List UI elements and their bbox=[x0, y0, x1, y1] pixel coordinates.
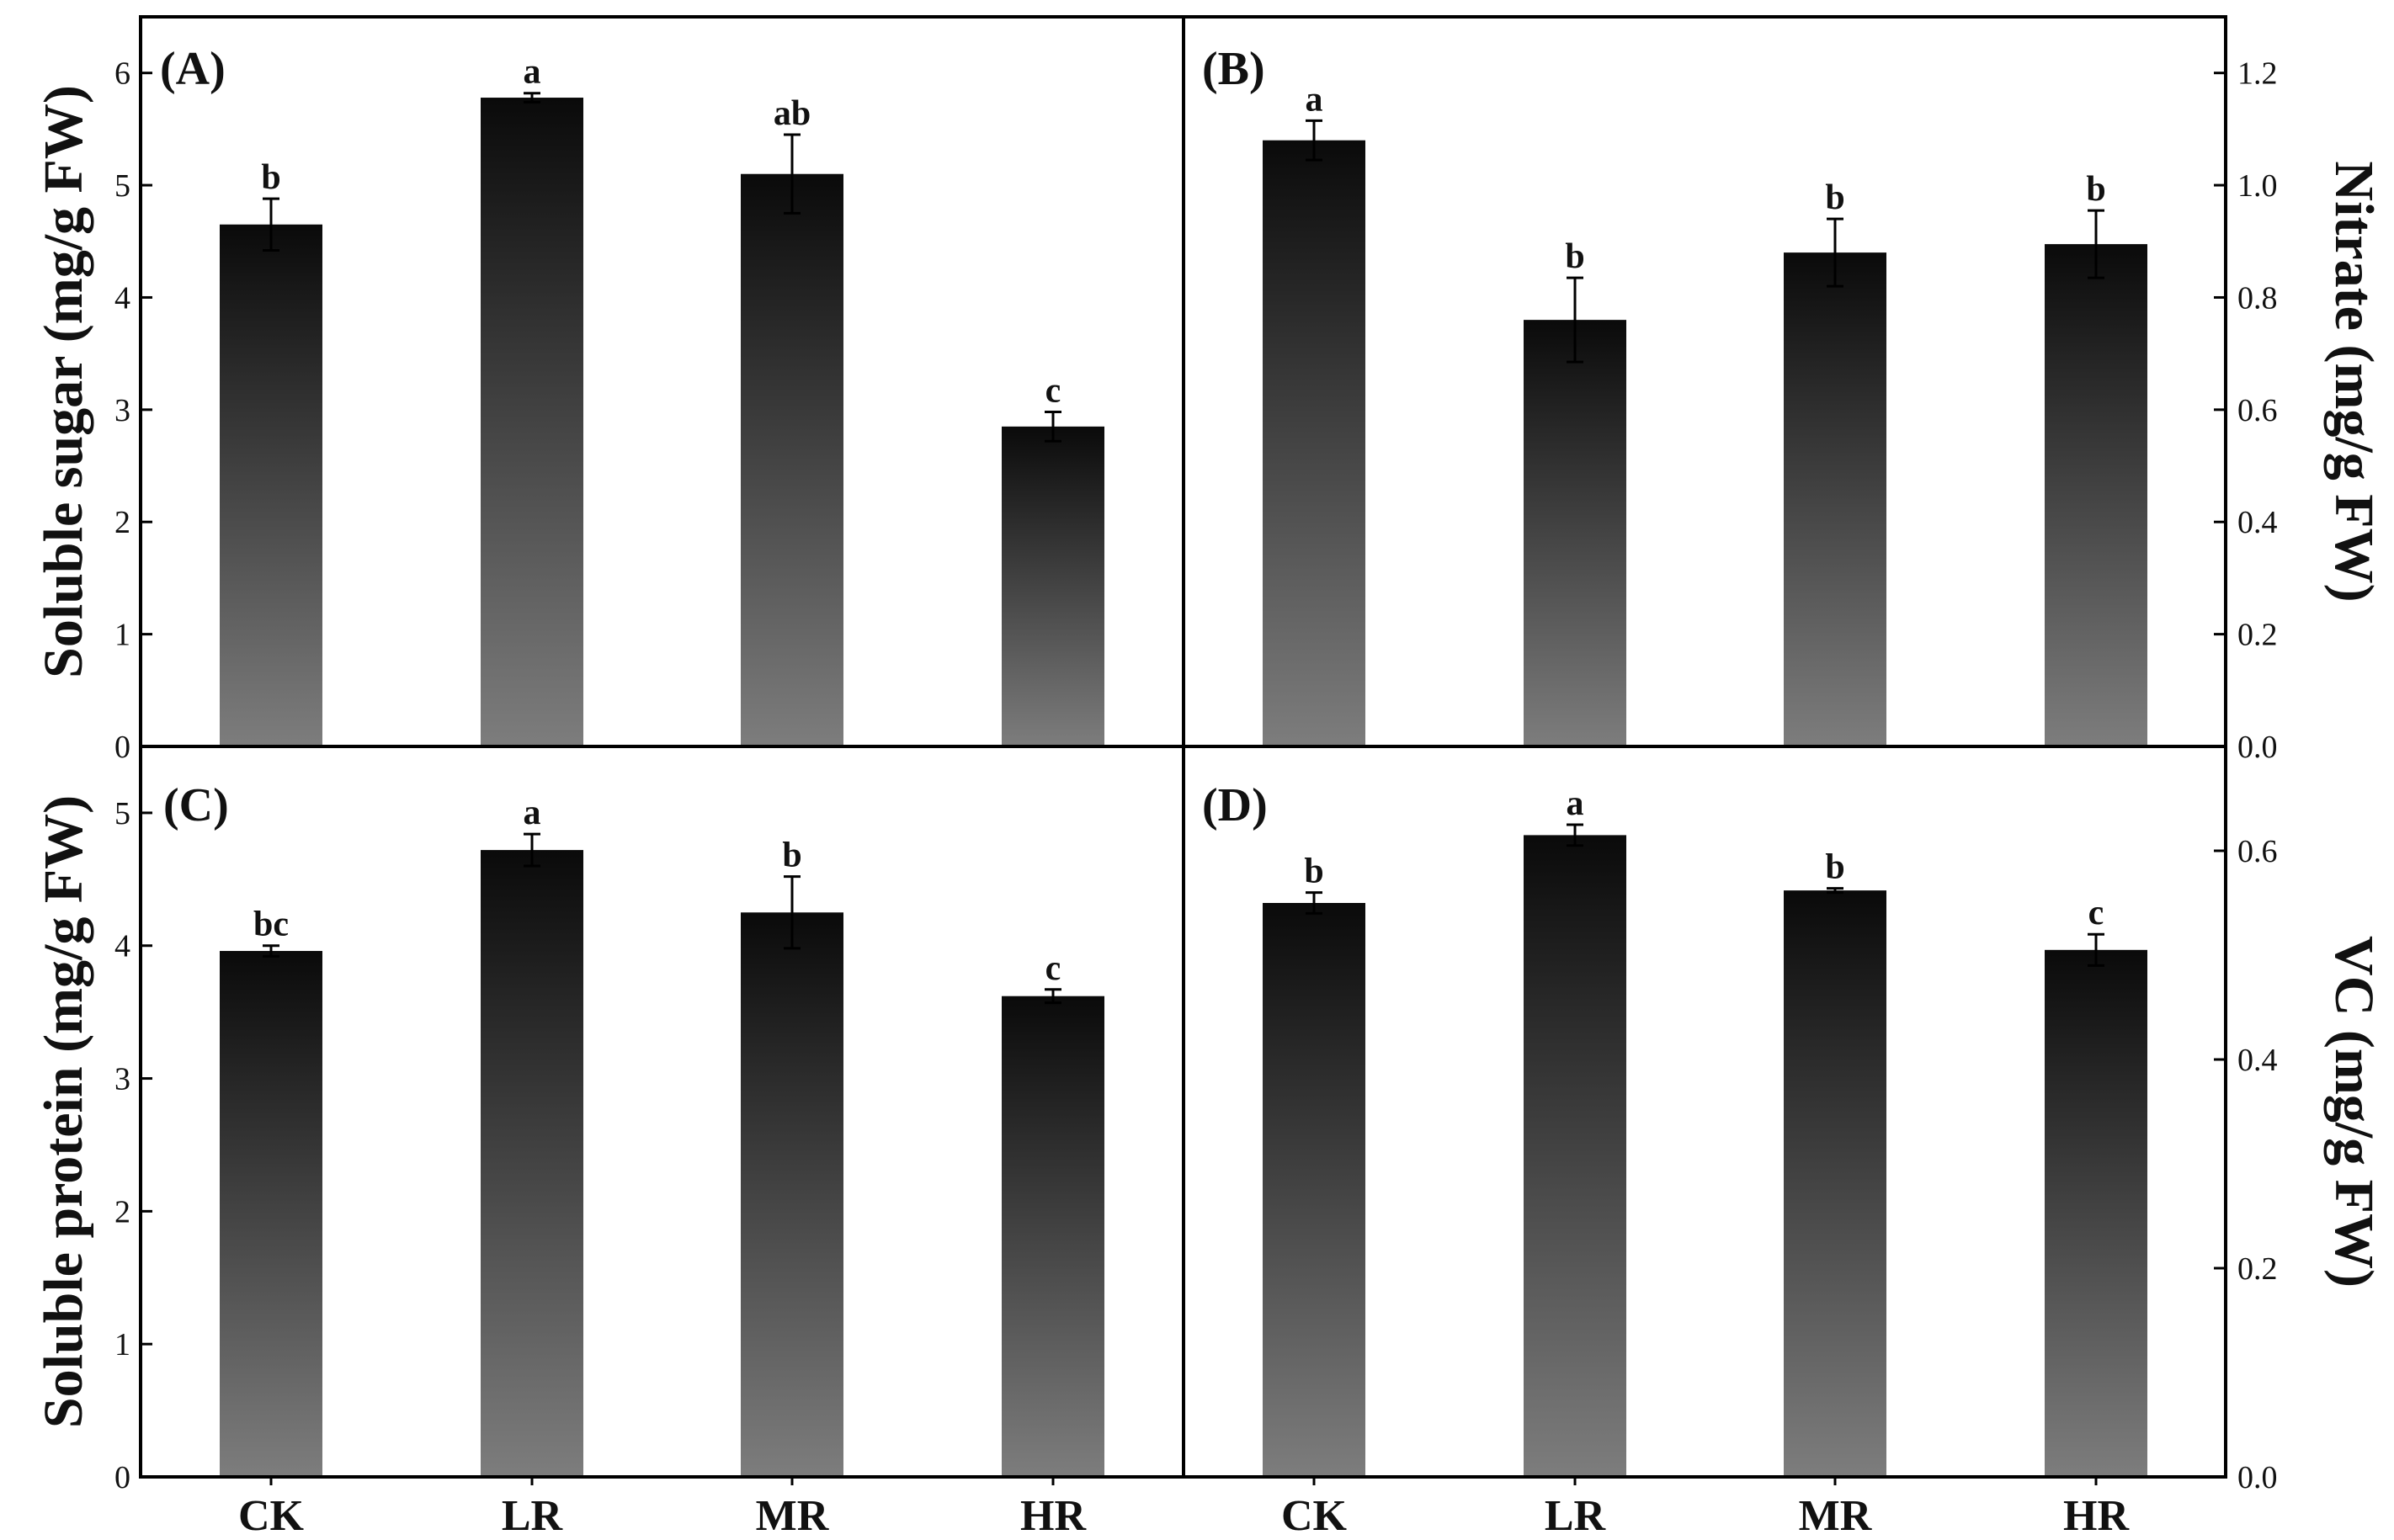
panel-c-ytick-label: 0 bbox=[114, 1460, 130, 1495]
panel-a-ytick-label: 3 bbox=[114, 393, 130, 428]
panel-b-significance-hr: b bbox=[2086, 170, 2105, 209]
panel-a-tag: (A) bbox=[160, 43, 226, 95]
panel-c-tag: (C) bbox=[163, 779, 229, 831]
panel-c-category-label-lr: LR bbox=[502, 1492, 564, 1540]
panel-d-ytick-label: 0.0 bbox=[2237, 1460, 2278, 1495]
panel-c-bar-lr bbox=[481, 850, 583, 1477]
panel-d-bar-lr bbox=[1524, 835, 1626, 1477]
panel-c-ytick-label: 1 bbox=[114, 1327, 130, 1362]
panel-c-y-axis-title: Soluble protein (mg/g FW) bbox=[33, 795, 94, 1428]
panel-a-bar-hr bbox=[1002, 426, 1104, 746]
panel-c-category-label-mr: MR bbox=[756, 1492, 830, 1540]
panel-b-y-axis-title: Nitrate (mg/g FW) bbox=[2323, 161, 2385, 602]
panel-c-significance-lr: a bbox=[524, 794, 541, 832]
panel-d-bar-hr bbox=[2045, 949, 2147, 1477]
panel-c-category-label-hr: HR bbox=[1020, 1492, 1087, 1540]
panel-d-significance-hr: c bbox=[2088, 894, 2104, 932]
panel-c-bar-ck bbox=[220, 951, 322, 1477]
panel-c-significance-ck: bc bbox=[253, 905, 289, 944]
panel-b-ytick-label: 0.6 bbox=[2237, 393, 2278, 428]
panel-d-vitamin-c: 0.0 0.2 0.4 0.6 VC (mg/g FW) (D) b CK a LR b MR c HR bbox=[1202, 779, 2385, 1540]
panel-c-ytick-label: 2 bbox=[114, 1194, 130, 1229]
panel-b-significance-ck: a bbox=[1306, 80, 1323, 119]
panel-a-bar-lr bbox=[481, 98, 583, 746]
panel-b-significance-mr: b bbox=[1825, 178, 1844, 217]
panel-a-significance-ck: b bbox=[261, 158, 280, 197]
panel-c-ytick-label: 3 bbox=[114, 1062, 130, 1097]
panel-c-ytick-label: 5 bbox=[114, 796, 130, 831]
panel-d-bar-ck bbox=[1263, 903, 1365, 1477]
panel-a-bar-mr bbox=[741, 173, 843, 746]
panel-c-significance-mr: b bbox=[782, 836, 801, 875]
panel-d-category-label-lr: LR bbox=[1545, 1492, 1607, 1540]
panel-b-bar-ck bbox=[1263, 140, 1365, 746]
panel-d-category-label-mr: MR bbox=[1799, 1492, 1873, 1540]
panel-b-ytick-label: 0.4 bbox=[2237, 505, 2278, 540]
panel-d-category-label-hr: HR bbox=[2063, 1492, 2130, 1540]
panel-d-category-label-ck: CK bbox=[1281, 1492, 1348, 1540]
panel-b-ytick-label: 0.2 bbox=[2237, 618, 2278, 653]
panel-a-ytick-label: 1 bbox=[114, 618, 130, 653]
panel-b-nitrate: 0.0 0.2 0.4 0.6 0.8 1.0 1.2 Nitrate (mg/g FW) (B… bbox=[1202, 43, 2385, 765]
panel-a-soluble-sugar: 0 1 2 3 4 5 6 Soluble sugar (mg/g FW) (A) b a ab c bbox=[33, 43, 1104, 765]
panel-d-ytick-label: 0.2 bbox=[2237, 1251, 2278, 1287]
panel-c-category-label-ck: CK bbox=[238, 1492, 305, 1540]
panel-a-significance-hr: c bbox=[1045, 372, 1061, 411]
panel-a-ytick-label: 6 bbox=[114, 56, 130, 92]
panel-a-significance-lr: a bbox=[524, 53, 541, 92]
panel-c-significance-hr: c bbox=[1045, 949, 1061, 988]
panel-a-ytick-label: 5 bbox=[114, 168, 130, 204]
panel-d-significance-lr: a bbox=[1567, 784, 1584, 823]
panel-a-y-axis-title: Soluble sugar (mg/g FW) bbox=[33, 85, 94, 678]
panel-c-ytick-label: 4 bbox=[114, 929, 130, 964]
panel-b-ytick-label: 1.0 bbox=[2237, 168, 2278, 204]
panel-c-bar-mr bbox=[741, 912, 843, 1477]
panel-b-ytick-label: 1.2 bbox=[2237, 56, 2278, 92]
panel-d-tag: (D) bbox=[1202, 779, 1268, 831]
panel-d-significance-mr: b bbox=[1825, 848, 1844, 887]
panel-d-bar-mr bbox=[1784, 890, 1886, 1477]
panel-a-ytick-label: 4 bbox=[114, 280, 130, 316]
panel-a-significance-mr: ab bbox=[774, 94, 811, 133]
panel-b-bar-hr bbox=[2045, 244, 2147, 746]
panel-a-bar-ck bbox=[220, 224, 322, 746]
panel-b-bar-mr bbox=[1784, 252, 1886, 747]
panel-b-ytick-label: 0.8 bbox=[2237, 280, 2278, 316]
panel-a-ytick-label: 2 bbox=[114, 505, 130, 540]
panel-b-bar-lr bbox=[1524, 320, 1626, 746]
panel-b-ytick-label: 0.0 bbox=[2237, 730, 2278, 765]
panel-d-y-axis-title: VC (mg/g FW) bbox=[2323, 936, 2385, 1288]
panel-c-bar-hr bbox=[1002, 996, 1104, 1477]
panel-d-ytick-label: 0.4 bbox=[2237, 1043, 2278, 1078]
panel-b-significance-lr: b bbox=[1565, 237, 1584, 276]
panel-d-ytick-label: 0.6 bbox=[2237, 834, 2278, 869]
panel-d-significance-ck: b bbox=[1304, 852, 1323, 891]
panel-b-tag: (B) bbox=[1202, 43, 1265, 95]
panel-a-ytick-label: 0 bbox=[114, 730, 130, 765]
